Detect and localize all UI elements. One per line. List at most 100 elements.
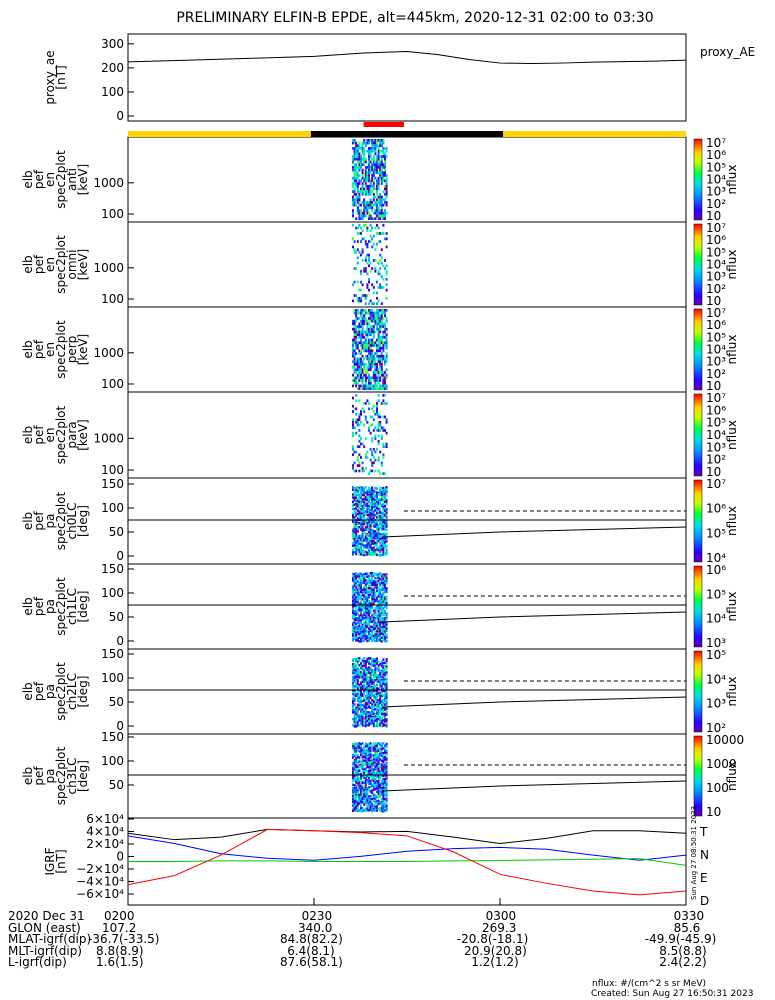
spectrogram-pixel xyxy=(364,614,367,618)
spectrogram-pixel xyxy=(377,195,380,199)
spectrogram-pixel xyxy=(361,344,364,347)
spectrogram-pixel xyxy=(369,690,372,693)
footer-value: 0230 xyxy=(301,909,333,923)
spectrogram-pixel xyxy=(356,770,359,774)
spectrogram-pixel xyxy=(353,807,356,810)
spectrogram-pixel xyxy=(366,761,369,764)
y-tick-label: 1000 xyxy=(93,431,124,445)
spectrogram-pixel xyxy=(368,795,370,798)
spectrogram-pixel xyxy=(360,765,362,768)
spectrogram-pixel xyxy=(352,551,354,554)
spectrogram-pixel xyxy=(377,201,380,204)
panel-frame xyxy=(127,733,687,819)
colorbar-tick-label: 10⁵ xyxy=(706,587,726,601)
spectrogram-pixel xyxy=(380,636,383,640)
spectrogram-pixel xyxy=(377,669,380,672)
spectrogram-pixel xyxy=(366,607,369,611)
spectrogram-pixel xyxy=(366,682,369,686)
spectrogram-pixel xyxy=(374,502,377,505)
spectrogram-pixel xyxy=(380,512,383,515)
ylabel-line: [deg] xyxy=(76,760,90,792)
spectrogram-pixel xyxy=(372,302,375,305)
spectrogram-pixel xyxy=(379,521,382,525)
spectrogram-pixel xyxy=(368,264,370,268)
spectrogram-pixel xyxy=(361,607,364,610)
panel-frame xyxy=(127,33,687,122)
spectrogram-pixel xyxy=(380,325,383,328)
spectrogram-pixel xyxy=(384,768,386,771)
spectrogram-pixel xyxy=(377,341,380,345)
spectrogram-pixel xyxy=(368,766,370,769)
spectrogram-pixel xyxy=(374,634,377,638)
spectrogram-pixel xyxy=(358,539,361,543)
spectrogram-pixel xyxy=(377,344,380,347)
spectrogram-pixel xyxy=(374,379,377,382)
spectrogram-pixel xyxy=(385,722,388,725)
spectrogram-pixel xyxy=(384,174,386,177)
spectrogram-pixel xyxy=(369,544,372,547)
spectrogram-pixel xyxy=(360,666,362,670)
footer-value: 0300 xyxy=(485,909,517,923)
spectrogram-pixel xyxy=(366,544,369,548)
spectrogram-pixel xyxy=(360,635,362,638)
spectrogram-pixel xyxy=(363,611,366,614)
spectrogram-pixel xyxy=(377,606,380,610)
spectrogram-pixel xyxy=(352,396,354,400)
spectrogram-pixel xyxy=(380,573,383,576)
colorbar-tick-label: 10⁴ xyxy=(706,428,726,442)
spectrogram-pixel xyxy=(353,798,356,801)
colorbar-tick-label: 10 xyxy=(706,805,721,819)
spectrogram-pixel xyxy=(377,581,380,585)
spectrogram-pixel xyxy=(374,692,377,696)
ylabel-line: spec2plot xyxy=(54,405,68,464)
spectrogram-pixel xyxy=(352,529,354,533)
spectrogram-pixel xyxy=(356,360,359,363)
spectrogram-pixel xyxy=(376,309,378,312)
spectrogram-pixel xyxy=(369,147,372,150)
spectrogram-pixel xyxy=(352,500,354,503)
spectrogram-pixel xyxy=(352,701,354,705)
spectrogram-pixel xyxy=(360,579,362,583)
spectrogram-pixel xyxy=(368,587,370,590)
spectrogram-pixel xyxy=(372,371,375,374)
spectrogram-pixel xyxy=(355,717,358,721)
spectrogram-pixel xyxy=(379,710,382,714)
spectrogram-pixel xyxy=(369,671,372,675)
spectrogram-pixel xyxy=(364,611,367,614)
spectrogram-pixel xyxy=(371,532,374,536)
spectrogram-pixel xyxy=(364,269,367,273)
spectrogram-pixel xyxy=(371,614,374,617)
spectrogram-pixel xyxy=(374,599,377,603)
colorbar-title: nflux xyxy=(725,250,739,280)
spectrogram-pixel xyxy=(374,765,377,769)
spectrogram-pixel xyxy=(361,147,364,150)
spectrogram-pixel xyxy=(369,415,372,419)
ylabel-line: pa xyxy=(43,769,57,784)
spectrogram-pixel xyxy=(358,168,361,172)
spectrogram-pixel xyxy=(356,657,359,660)
spectrogram-pixel xyxy=(379,546,382,549)
spectrogram-pixel xyxy=(360,760,362,764)
ylabel-line: pef xyxy=(32,339,46,359)
spectrogram-pixel xyxy=(369,333,372,336)
spectrogram-pixel xyxy=(382,214,385,218)
spectrogram-pixel xyxy=(371,201,374,204)
spectrogram-pixel xyxy=(356,376,359,380)
spectrogram-pixel xyxy=(360,793,362,796)
spectrogram-pixel xyxy=(376,692,378,696)
spectrogram-pixel xyxy=(376,637,378,640)
spectrogram-pixel xyxy=(372,234,375,238)
spectrogram-pixel xyxy=(384,330,386,334)
spectrogram-pixel xyxy=(358,689,361,692)
spectrogram-pixel xyxy=(366,742,369,746)
spectrogram-pixel xyxy=(356,152,359,156)
spectrogram-pixel xyxy=(377,516,380,519)
spectrogram-pixel xyxy=(355,171,358,175)
spectrogram-pixel xyxy=(385,272,388,276)
spectrogram-pixel xyxy=(363,237,366,241)
spectrogram-pixel xyxy=(360,787,362,790)
spectrogram-pixel xyxy=(364,144,367,148)
spectrogram-pixel xyxy=(379,681,382,684)
spectrogram-pixel xyxy=(366,456,369,459)
spectrogram-pixel xyxy=(382,514,385,518)
